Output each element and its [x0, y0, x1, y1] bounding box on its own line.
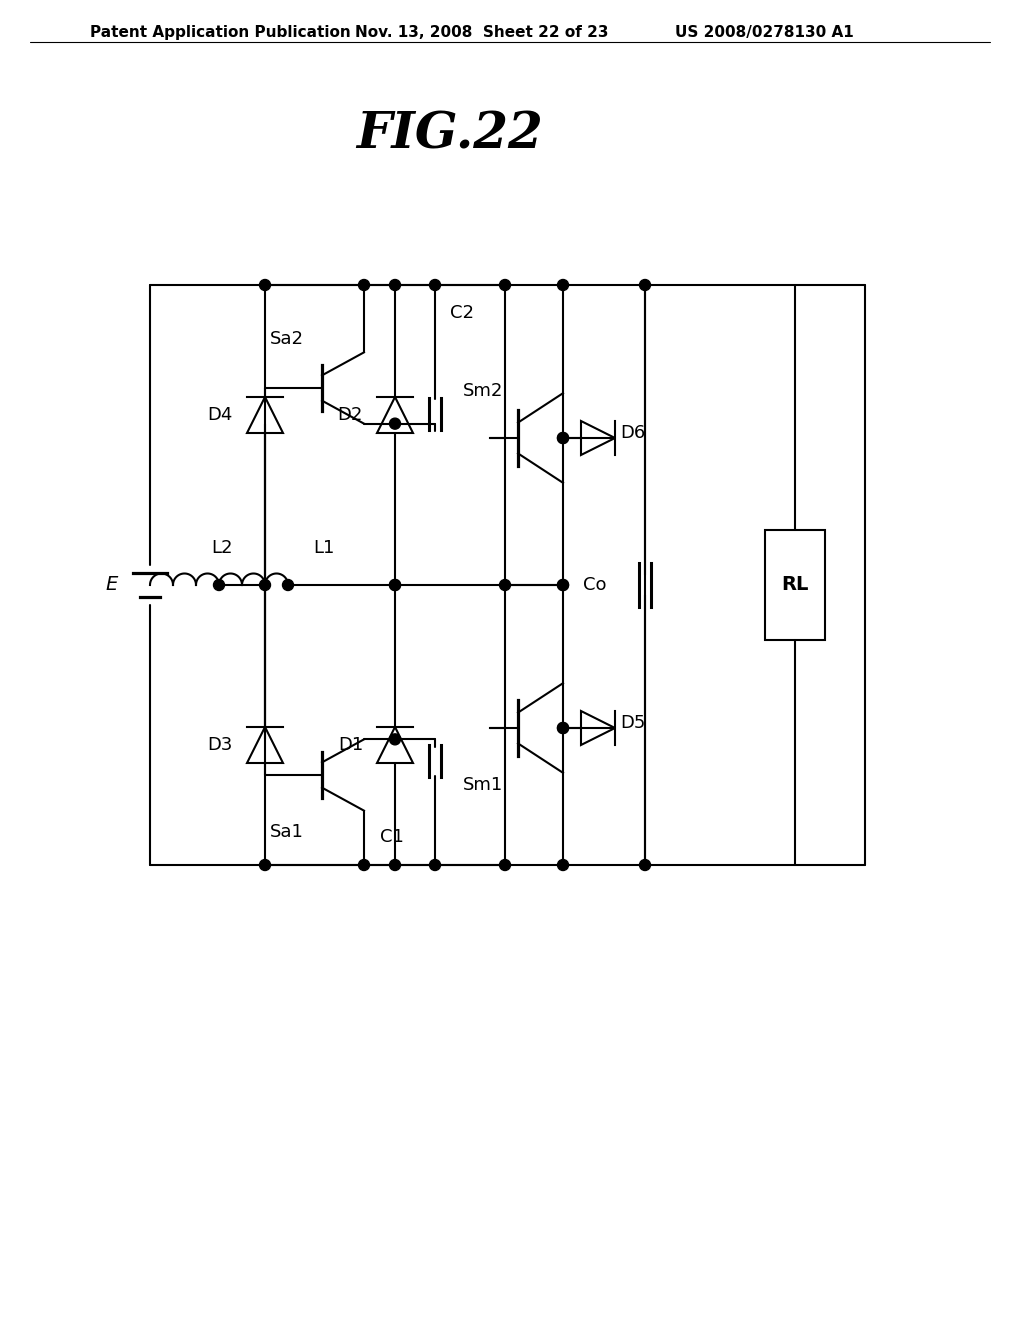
Circle shape	[557, 280, 568, 290]
Text: L2: L2	[211, 539, 232, 557]
Text: D6: D6	[620, 424, 645, 442]
Circle shape	[358, 280, 370, 290]
Circle shape	[213, 579, 224, 590]
Text: Sm1: Sm1	[463, 776, 503, 795]
Text: US 2008/0278130 A1: US 2008/0278130 A1	[675, 25, 854, 40]
Circle shape	[283, 579, 294, 590]
Circle shape	[358, 859, 370, 870]
Circle shape	[259, 280, 270, 290]
Circle shape	[429, 859, 440, 870]
Circle shape	[557, 433, 568, 444]
Text: E: E	[105, 576, 118, 594]
Circle shape	[557, 579, 568, 590]
Circle shape	[500, 280, 511, 290]
Text: C1: C1	[380, 828, 403, 846]
Circle shape	[557, 579, 568, 590]
Text: Sa2: Sa2	[270, 330, 304, 348]
Circle shape	[500, 579, 511, 590]
Circle shape	[640, 280, 650, 290]
Text: D4: D4	[208, 407, 233, 424]
Circle shape	[557, 859, 568, 870]
Text: Sm2: Sm2	[463, 381, 504, 400]
Text: Co: Co	[584, 576, 607, 594]
Circle shape	[640, 859, 650, 870]
Text: Patent Application Publication: Patent Application Publication	[90, 25, 351, 40]
Text: D3: D3	[208, 737, 233, 754]
Circle shape	[557, 722, 568, 734]
Circle shape	[557, 433, 568, 444]
Circle shape	[429, 280, 440, 290]
Text: RL: RL	[781, 576, 809, 594]
Text: L1: L1	[313, 539, 335, 557]
Circle shape	[557, 722, 568, 734]
Circle shape	[500, 859, 511, 870]
Circle shape	[389, 734, 400, 744]
Text: Nov. 13, 2008  Sheet 22 of 23: Nov. 13, 2008 Sheet 22 of 23	[355, 25, 608, 40]
Text: C2: C2	[450, 304, 474, 322]
Text: D5: D5	[620, 714, 645, 733]
Text: FIG.22: FIG.22	[356, 111, 544, 160]
Circle shape	[259, 859, 270, 870]
Circle shape	[389, 579, 400, 590]
Circle shape	[389, 418, 400, 429]
Circle shape	[389, 280, 400, 290]
Text: Sa1: Sa1	[270, 822, 304, 841]
Circle shape	[389, 859, 400, 870]
Circle shape	[259, 579, 270, 590]
Circle shape	[389, 579, 400, 590]
Text: D2: D2	[338, 407, 362, 424]
Text: D1: D1	[338, 737, 362, 754]
Bar	[765, 531, 825, 640]
